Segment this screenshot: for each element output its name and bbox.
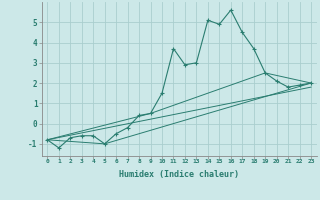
X-axis label: Humidex (Indice chaleur): Humidex (Indice chaleur): [119, 170, 239, 179]
